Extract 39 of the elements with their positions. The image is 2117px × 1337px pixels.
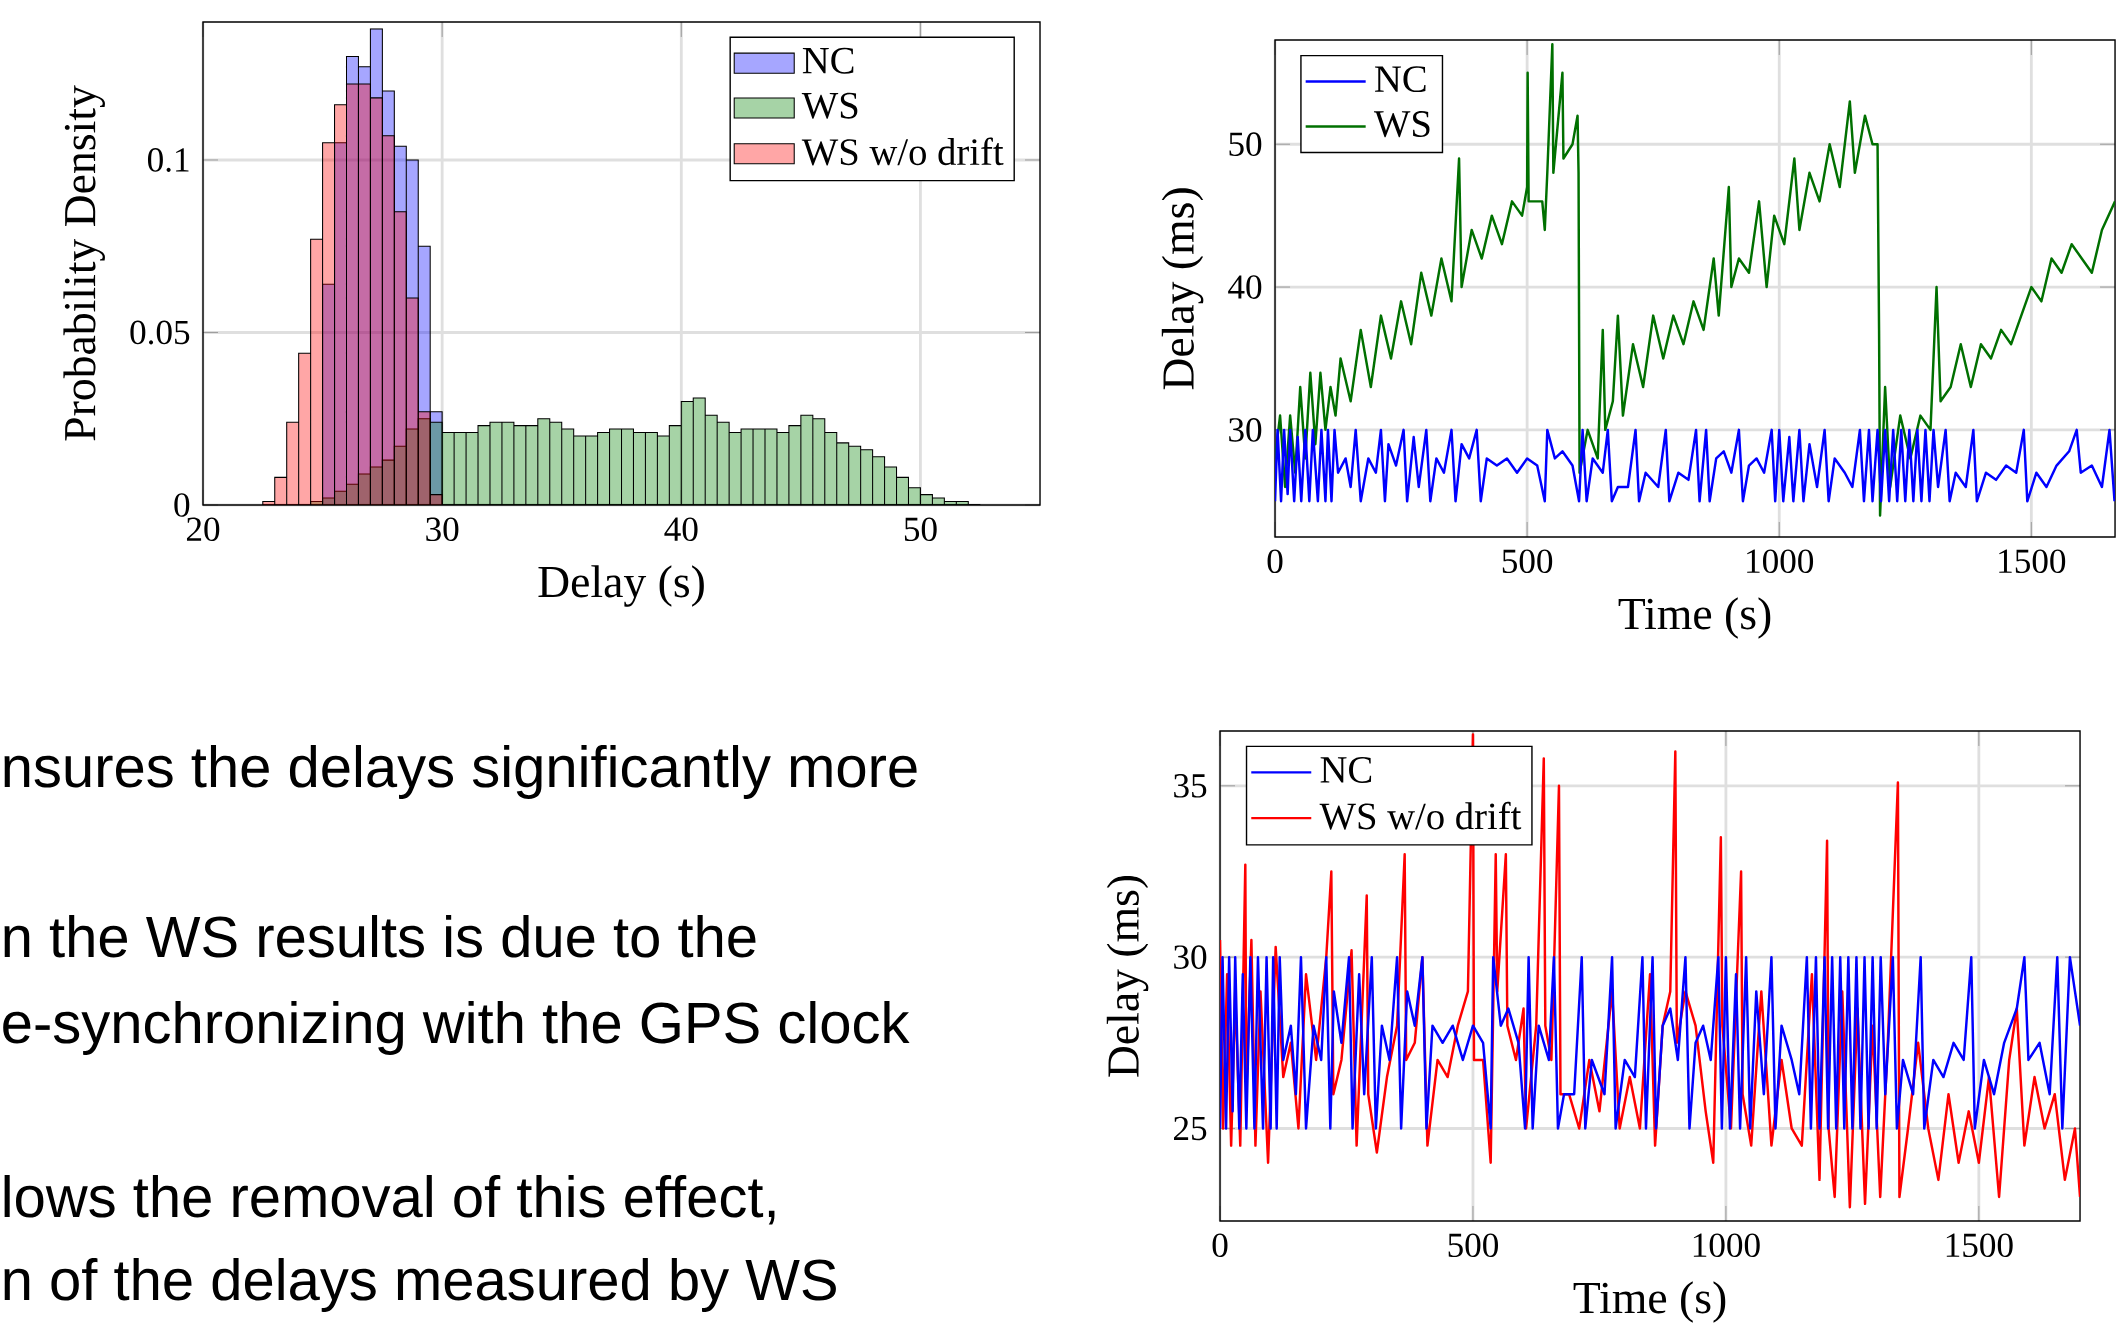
y-tick-label: 50 <box>1229 132 1262 157</box>
y-tick-label: 40 <box>1228 275 1262 299</box>
x-tick-label: 50 <box>904 517 937 542</box>
x-axis-title: Delay (s) <box>538 565 704 607</box>
y-tick-label: 30 <box>1174 945 1207 969</box>
legend-label: NC <box>1320 756 1372 783</box>
x-tick-label: 1500 <box>1946 1233 2013 1258</box>
y-tick-label: 25 <box>1174 1116 1207 1141</box>
y-axis-title: Delay (ms) <box>1106 875 1149 1077</box>
text: e-synchronizing with the GPS clock <box>3 1000 910 1056</box>
y-tick-label: 0.1 <box>147 148 189 172</box>
text: lows the removal of this effect, <box>4 1175 775 1225</box>
y-tick-label: 0 <box>174 493 190 517</box>
x-tick-label: 500 <box>1502 549 1553 574</box>
x-tick-label: 1000 <box>1693 1233 1760 1258</box>
x-tick-label: 1500 <box>1999 549 2066 574</box>
x-tick-label: 40 <box>664 517 698 542</box>
legend-label: WS <box>801 92 858 119</box>
y-tick-label: 30 <box>1229 418 1262 442</box>
y-axis-title: Probability Density <box>63 85 105 441</box>
y-tick-label: 0.05 <box>130 320 190 345</box>
y-axis-title: Delay (ms) <box>1161 188 1204 390</box>
x-axis-title: Time (s) <box>1618 597 1771 639</box>
legend-label: WS <box>1373 111 1430 138</box>
x-tick-label: 0 <box>1267 549 1283 574</box>
y-tick-label: 35 <box>1174 774 1207 798</box>
text: n of the delays measured by WS <box>4 1258 836 1313</box>
x-tick-label: 20 <box>186 517 220 542</box>
legend-label: WS w/o drift <box>1319 801 1522 830</box>
text: nsures the delays significantly more <box>4 744 917 800</box>
legend-label: NC <box>1375 66 1426 93</box>
legend-label: WS w/o drift <box>801 137 1004 166</box>
legend-label: NC <box>802 47 854 74</box>
x-tick-label: 500 <box>1448 1233 1499 1258</box>
x-tick-label: 0 <box>1212 1233 1228 1258</box>
x-tick-label: 30 <box>426 517 459 542</box>
x-tick-label: 1000 <box>1747 549 1814 574</box>
x-axis-title: Time (s) <box>1573 1281 1726 1323</box>
text: n the WS results is due to the <box>4 914 756 958</box>
